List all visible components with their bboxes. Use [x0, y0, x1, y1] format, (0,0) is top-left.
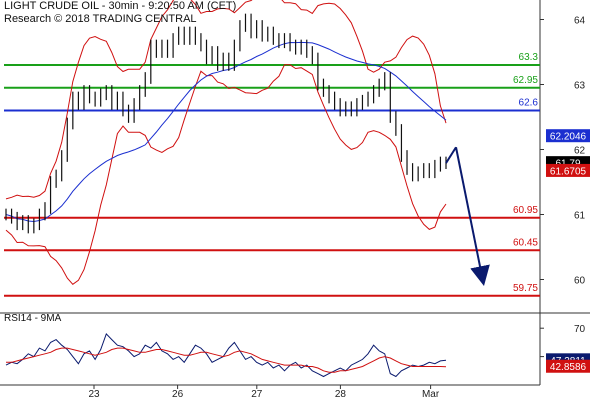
rsi-ma-line	[6, 347, 447, 373]
chart-title: LIGHT CRUDE OIL - 30min - 9:20:50 AM (CE…	[4, 0, 237, 12]
forecast-arrow-lead	[445, 146, 457, 164]
level-label: 59.75	[513, 283, 538, 294]
price-tag-label: 61.6705	[550, 166, 587, 177]
lower-band-line	[5, 64, 447, 285]
moving-average-line	[5, 41, 447, 223]
price-tag-label: 62.2046	[550, 132, 587, 143]
forecast-arrow	[455, 147, 490, 287]
chart-subtitle: Research © 2018 TRADING CENTRAL	[4, 13, 197, 25]
level-label: 60.95	[513, 205, 538, 216]
time-tick-label: 26	[172, 389, 184, 400]
price-tick-label: 63	[574, 81, 586, 92]
rsi-line	[5, 332, 447, 378]
rsi-label: RSI14 - 9MA	[4, 313, 62, 324]
price-tag-box	[546, 163, 590, 177]
rsi-tag-label: 42.8586	[550, 362, 587, 373]
price-tag-box	[546, 129, 590, 143]
time-tick-label: Mar	[422, 389, 440, 400]
price-tick-label: 61	[574, 211, 586, 222]
price-tick-label: 60	[574, 276, 586, 287]
time-tick-label: 27	[251, 389, 263, 400]
level-label: 62.6	[519, 98, 539, 109]
level-label: 62.95	[513, 75, 538, 86]
upper-band-line	[5, 0, 447, 200]
rsi-tick-label: 70	[574, 324, 586, 335]
price-tick-label: 62	[574, 146, 586, 157]
price-tick-label: 64	[574, 16, 586, 27]
level-label: 60.45	[513, 237, 538, 248]
rsi-tag-box	[546, 359, 590, 373]
time-tick-label: 23	[88, 389, 100, 400]
level-label: 63.3	[519, 52, 539, 63]
time-tick-label: 28	[335, 389, 347, 400]
